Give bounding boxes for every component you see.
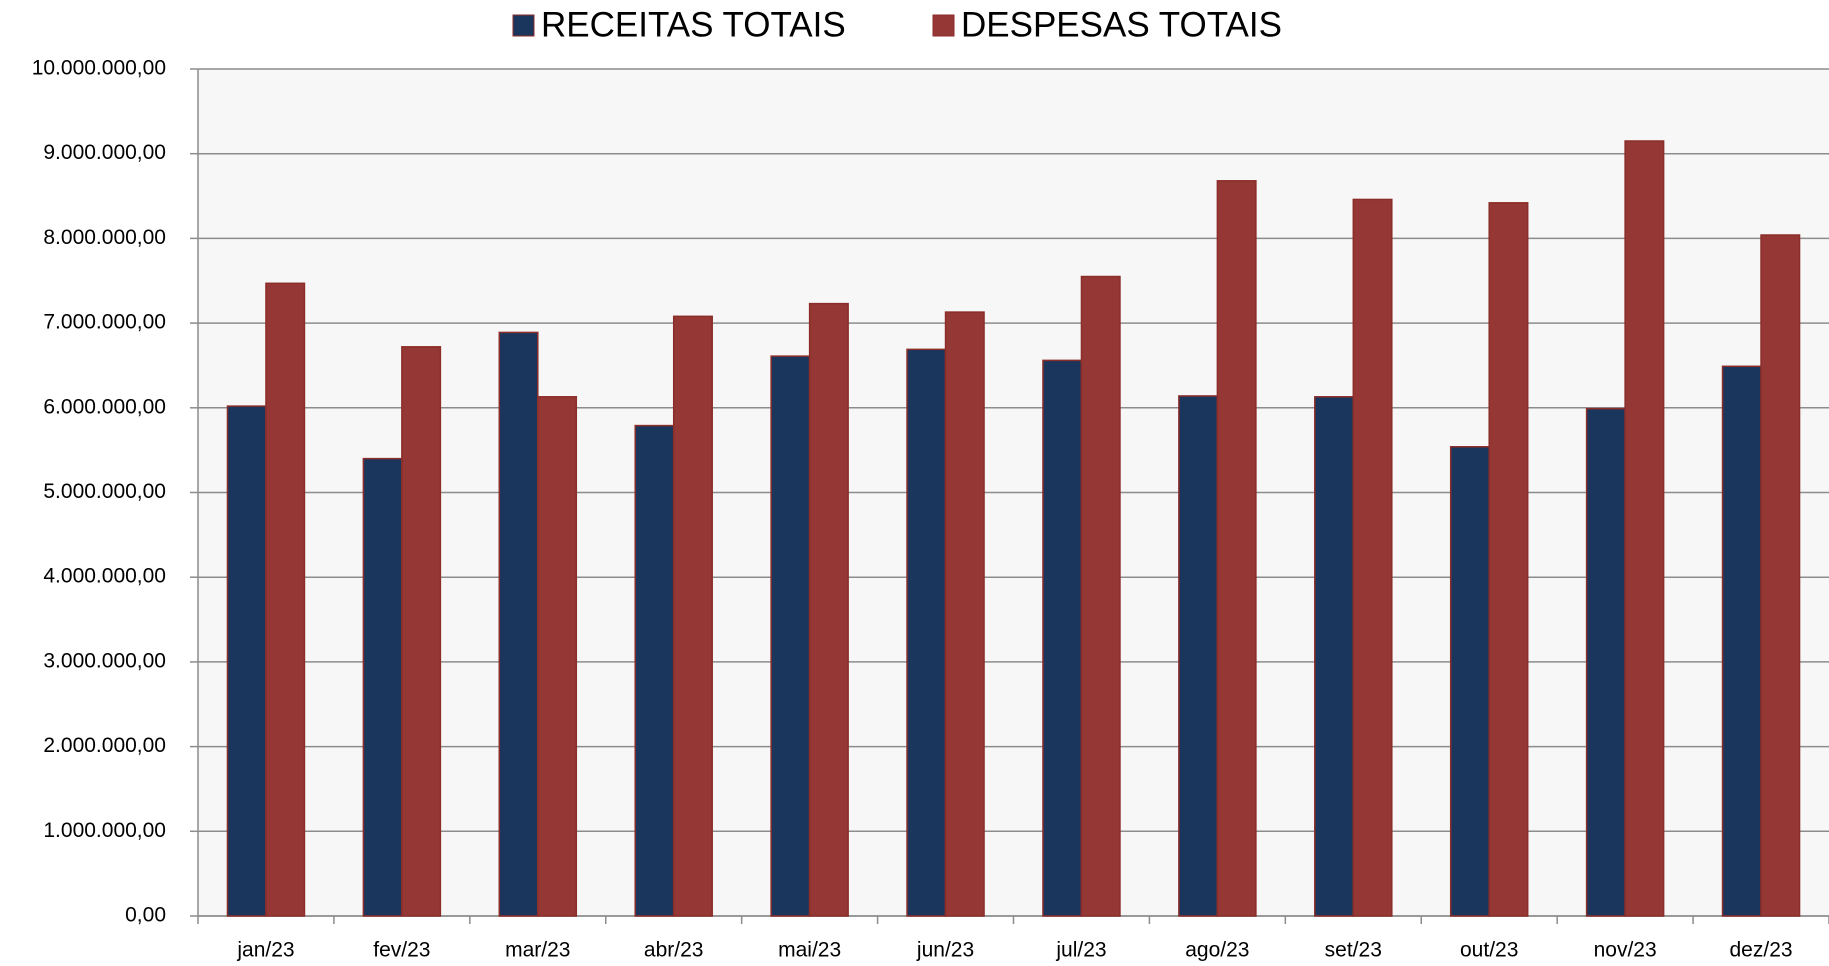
bar — [265, 282, 306, 917]
x-tick-label: abr/23 — [644, 939, 704, 962]
x-tick-label: mar/23 — [505, 939, 570, 962]
bar — [1585, 407, 1626, 917]
bar — [944, 311, 985, 917]
x-tick-label: fev/23 — [373, 939, 430, 962]
y-tick-label: 7.000.000,00 — [43, 311, 166, 334]
bar — [226, 405, 267, 917]
bar — [1042, 359, 1083, 917]
y-tick-label: 10.000.000,00 — [32, 57, 166, 80]
y-tick-label: 2.000.000,00 — [43, 734, 166, 757]
bar — [1080, 275, 1121, 917]
bar — [537, 396, 578, 917]
bar — [1178, 395, 1219, 917]
x-tick-label: dez/23 — [1730, 939, 1793, 962]
bar — [362, 457, 403, 917]
y-tick-label: 6.000.000,00 — [43, 395, 166, 418]
bar — [808, 302, 849, 917]
y-tick-label: 3.000.000,00 — [43, 649, 166, 672]
legend-label: RECEITAS TOTAIS — [541, 5, 846, 44]
bar — [1449, 446, 1490, 917]
y-tick-label: 9.000.000,00 — [43, 141, 166, 164]
x-tick-label: nov/23 — [1594, 939, 1657, 962]
x-tick-label: ago/23 — [1185, 939, 1249, 962]
x-tick-label: mai/23 — [778, 939, 841, 962]
legend-swatch — [932, 14, 955, 37]
y-tick-label: 4.000.000,00 — [43, 565, 166, 588]
x-tick-label: out/23 — [1460, 939, 1518, 962]
bar — [1314, 396, 1355, 917]
bar — [634, 424, 675, 917]
bar — [1624, 140, 1665, 917]
bar — [1216, 180, 1257, 917]
legend-label: DESPESAS TOTAIS — [961, 5, 1282, 44]
y-tick-label: 5.000.000,00 — [43, 480, 166, 503]
bar — [401, 346, 442, 917]
x-tick-label: jul/23 — [1055, 939, 1106, 962]
y-tick-label: 8.000.000,00 — [43, 226, 166, 249]
y-tick-label: 1.000.000,00 — [43, 819, 166, 842]
legend-swatch — [512, 14, 535, 37]
bar — [672, 315, 713, 917]
y-tick-label: 0,00 — [125, 904, 166, 927]
bar — [1721, 365, 1762, 917]
bar — [1352, 198, 1393, 917]
bar — [1488, 202, 1529, 917]
bar — [1760, 234, 1801, 917]
bar — [498, 331, 539, 917]
x-tick-label: jun/23 — [916, 939, 974, 962]
x-tick-label: set/23 — [1325, 939, 1382, 962]
bar — [906, 348, 947, 917]
x-tick-label: jan/23 — [236, 939, 294, 962]
bar — [770, 355, 811, 917]
